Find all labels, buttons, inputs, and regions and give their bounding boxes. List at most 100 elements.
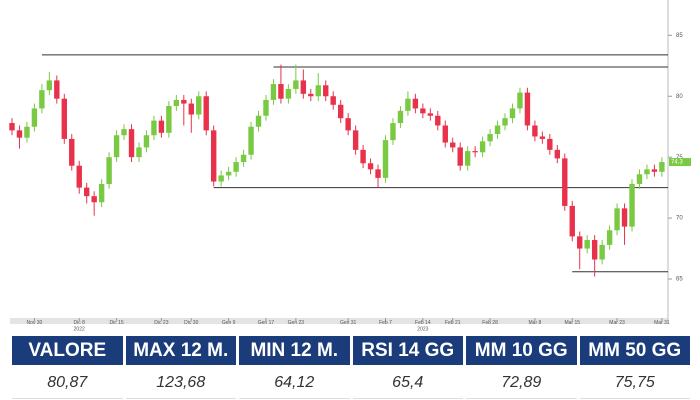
- candle-body: [569, 205, 575, 237]
- x-tick-label: Dic 30: [184, 320, 198, 326]
- candle-body: [584, 240, 590, 249]
- candle-body: [532, 125, 538, 137]
- candle-body: [128, 129, 135, 158]
- candle-body: [263, 99, 269, 116]
- table-value: 72,89: [466, 368, 577, 399]
- candle-body: [300, 80, 307, 94]
- candle-body: [39, 90, 45, 109]
- candle-body: [121, 129, 127, 136]
- table-value: 75,75: [579, 368, 690, 399]
- x-tick-label: Dic 23: [154, 320, 168, 326]
- x-tick-label: Dic 8: [74, 320, 86, 326]
- candle-body: [509, 108, 516, 119]
- x-tick-label: Feb 28: [482, 320, 498, 326]
- candle-body: [427, 113, 434, 116]
- candle-body: [98, 183, 105, 203]
- candle-body: [539, 136, 546, 139]
- candle-body: [397, 110, 404, 124]
- candle-body: [54, 80, 60, 99]
- candle-body: [69, 138, 75, 166]
- candle-body: [629, 183, 635, 227]
- candle-body: [151, 120, 157, 136]
- candle-body: [502, 118, 508, 126]
- year-label: 2023: [417, 326, 428, 332]
- table-value: 123,68: [125, 368, 236, 399]
- x-tick-label: Mar 23: [609, 320, 625, 326]
- candle-body: [323, 85, 329, 97]
- y-tick-label: 70: [676, 216, 683, 222]
- candle-body: [293, 80, 299, 89]
- x-tick-label: Gen 17: [258, 320, 275, 326]
- table-header: VALORE: [12, 336, 123, 365]
- table-header: MM 50 GG: [579, 336, 690, 365]
- x-tick-label: Mar 15: [564, 320, 580, 326]
- last-price-label: 74.3: [671, 160, 683, 166]
- candle-body: [166, 106, 172, 133]
- candle-body: [606, 230, 613, 245]
- candle-body: [84, 187, 90, 197]
- year-label: 2022: [74, 326, 85, 332]
- candle-body: [487, 134, 493, 142]
- candle-body: [375, 169, 381, 178]
- candle-body: [210, 130, 217, 182]
- x-tick-label: Gen 9: [222, 320, 236, 326]
- candle-body: [31, 108, 38, 127]
- x-tick-label: Gen 23: [288, 320, 305, 326]
- candle-body: [614, 208, 620, 231]
- x-tick-label: Mar 8: [529, 320, 542, 326]
- candle-body: [196, 96, 202, 115]
- y-tick-label: 75: [676, 155, 683, 161]
- last-price-tag: [669, 158, 691, 167]
- candle-body: [76, 165, 82, 188]
- candle-body: [218, 175, 224, 182]
- table-header: RSI 14 GG: [352, 336, 463, 365]
- candle-body: [158, 120, 165, 133]
- candle-body: [554, 149, 561, 159]
- candle-body: [591, 240, 598, 260]
- candle-body: [285, 88, 292, 99]
- candle-body: [270, 84, 277, 100]
- candle-body: [255, 115, 262, 127]
- candle-body: [435, 115, 441, 126]
- candle-body: [24, 126, 30, 138]
- candle-body: [577, 236, 583, 249]
- candle-body: [46, 80, 53, 91]
- candle-body: [636, 174, 643, 184]
- y-tick-label: 65: [676, 277, 683, 283]
- candle-body: [106, 157, 112, 184]
- x-tick-label: Feb 21: [445, 320, 461, 326]
- candle-body: [442, 125, 448, 143]
- candle-body: [524, 92, 531, 126]
- candle-body: [113, 135, 120, 158]
- candle-body: [308, 93, 314, 97]
- candle-body: [143, 135, 150, 148]
- candle-body: [16, 130, 23, 138]
- candle-body: [248, 126, 254, 155]
- candle-body: [479, 141, 486, 153]
- candle-body: [360, 149, 366, 164]
- candle-body: [337, 104, 344, 119]
- candle-body: [457, 147, 463, 166]
- candle-body: [345, 118, 351, 131]
- candle-body: [412, 98, 419, 109]
- candle-body: [599, 244, 605, 260]
- candle-body: [547, 138, 553, 150]
- candle-body: [240, 154, 247, 163]
- candle-body: [517, 92, 523, 109]
- candle-body: [91, 196, 97, 203]
- candle-body: [61, 98, 67, 139]
- candle-body: [330, 96, 336, 105]
- y-tick-label: 85: [676, 33, 683, 39]
- candle-body: [188, 103, 194, 115]
- x-tick-label: Nov 30: [26, 320, 42, 326]
- candle-body: [621, 208, 628, 227]
- x-tick-label: Mar 31: [654, 320, 670, 326]
- candle-body: [450, 142, 456, 148]
- candle-body: [562, 158, 568, 206]
- x-tick-label: Feb 7: [379, 320, 392, 326]
- candle-body: [203, 96, 209, 131]
- candle-body: [494, 125, 501, 135]
- candle-body: [136, 147, 142, 158]
- table-header: MAX 12 M.: [125, 336, 236, 365]
